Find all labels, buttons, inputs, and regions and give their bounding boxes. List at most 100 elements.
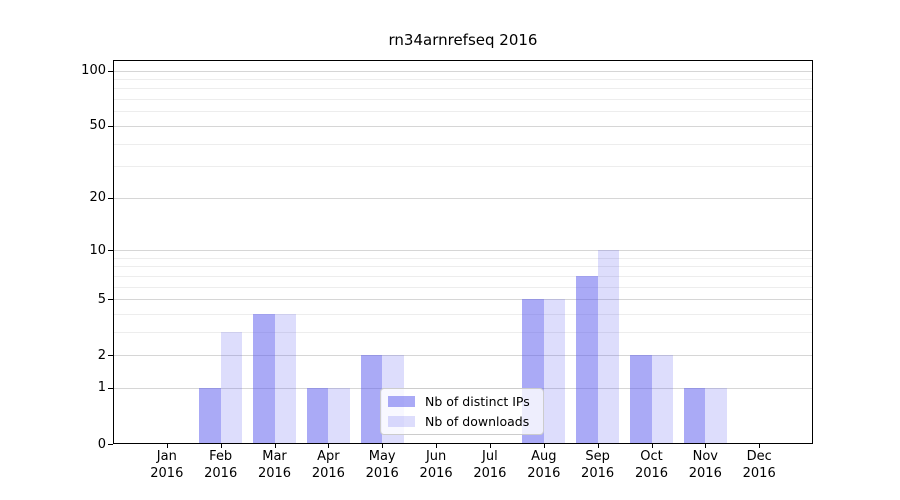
bar-sep-distinct-ips: [576, 275, 598, 444]
x-tick-year: 2016: [311, 465, 345, 481]
x-tick-month: Jan: [156, 449, 177, 464]
y-tick-label-20: 20: [89, 190, 106, 206]
x-tick-year: 2016: [742, 465, 776, 481]
x-tick-year: 2016: [257, 465, 292, 481]
x-tick-year: 2016: [688, 465, 722, 481]
gridline-minor-80: [113, 88, 813, 90]
y-tick-10: [108, 250, 113, 251]
bar-mar-downloads: [274, 313, 296, 444]
gridline-20: [113, 197, 813, 199]
legend-item-downloads: Nb of downloads: [381, 413, 543, 430]
x-tick-year: 2016: [365, 465, 399, 481]
y-tick-label-2: 2: [97, 347, 106, 363]
gridline-minor-60: [113, 111, 813, 113]
x-tick-month: Aug: [531, 449, 557, 464]
x-tick-label-mar: Mar 2016: [245, 449, 305, 482]
bar-apr-distinct-ips: [306, 387, 329, 444]
x-tick-month: Feb: [209, 449, 233, 464]
gridline-minor-40: [113, 143, 813, 145]
x-tick-apr: [328, 444, 330, 448]
legend-item-distinct-ips: Nb of distinct IPs: [381, 393, 543, 410]
x-tick-label-nov: Nov 2016: [675, 449, 735, 482]
y-tick-1: [108, 387, 113, 389]
chart-title: rn34arnrefseq 2016: [388, 31, 538, 49]
x-tick-label-jan: Jan 2016: [137, 449, 197, 482]
x-tick-feb: [220, 444, 222, 448]
bar-aug-downloads: [543, 299, 566, 444]
plot-area: Nb of distinct IPs Nb of downloads: [113, 60, 813, 444]
y-tick-2: [108, 355, 113, 357]
gridline-50: [113, 125, 813, 127]
bar-feb-downloads: [220, 331, 243, 444]
bar-oct-downloads: [651, 355, 673, 444]
x-tick-label-jul: Jul 2016: [460, 449, 520, 482]
y-tick-0: [108, 444, 113, 445]
bar-nov-distinct-ips: [683, 387, 706, 444]
legend-label-distinct-ips: Nb of distinct IPs: [425, 394, 530, 409]
y-tick-label-50: 50: [89, 118, 106, 134]
legend: Nb of distinct IPs Nb of downloads: [380, 388, 544, 435]
x-tick-sep: [597, 444, 599, 448]
bar-mar-distinct-ips: [253, 313, 275, 444]
x-tick-month: Dec: [746, 449, 772, 464]
x-tick-month: Sep: [585, 449, 610, 464]
x-tick-oct: [651, 444, 653, 448]
x-tick-year: 2016: [634, 465, 669, 481]
bar-may-distinct-ips: [360, 355, 383, 444]
bar-apr-downloads: [328, 387, 350, 444]
x-tick-month: Nov: [692, 449, 718, 464]
x-tick-month: Oct: [640, 449, 663, 464]
x-tick-mar: [274, 444, 276, 448]
x-tick-dec: [759, 444, 761, 448]
gridline-2: [113, 355, 813, 357]
x-tick-label-dec: Dec 2016: [729, 449, 789, 482]
gridline-minor-7: [113, 275, 813, 277]
x-tick-aug: [543, 444, 545, 448]
y-tick-label-5: 5: [97, 291, 106, 307]
bar-nov-downloads: [705, 387, 727, 444]
x-tick-label-sep: Sep 2016: [568, 449, 628, 482]
gridline-minor-8: [113, 266, 813, 268]
gridline-10: [113, 250, 813, 251]
gridline-minor-70: [113, 99, 813, 101]
x-tick-month: Mar: [262, 449, 287, 464]
gridline-minor-9: [113, 257, 813, 259]
x-tick-jan: [166, 444, 168, 448]
x-tick-year: 2016: [581, 465, 615, 481]
y-tick-50: [108, 125, 113, 127]
x-tick-jul: [489, 444, 491, 448]
gridline-minor-4: [113, 313, 813, 315]
gridline-minor-6: [113, 286, 813, 288]
x-tick-label-feb: Feb 2016: [191, 449, 251, 482]
x-tick-jun: [436, 444, 438, 448]
gridline-5: [113, 299, 813, 300]
bar-oct-distinct-ips: [630, 355, 652, 444]
bar-feb-distinct-ips: [199, 387, 221, 444]
x-tick-label-apr: Apr 2016: [298, 449, 358, 482]
x-tick-label-may: May 2016: [352, 449, 412, 482]
x-tick-year: 2016: [204, 465, 238, 481]
x-tick-label-aug: Aug 2016: [514, 449, 574, 482]
gridline-minor-3: [113, 331, 813, 333]
y-tick-label-0: 0: [97, 436, 106, 452]
gridline-minor-30: [113, 166, 813, 168]
y-tick-5: [108, 299, 113, 300]
legend-swatch-distinct-ips: [388, 396, 415, 407]
bar-sep-downloads: [597, 250, 620, 444]
x-tick-nov: [705, 444, 707, 448]
x-tick-month: Jul: [482, 449, 498, 464]
gridline-minor-90: [113, 79, 813, 80]
y-tick-label-10: 10: [89, 242, 106, 258]
y-tick-20: [108, 197, 113, 199]
gridline-100: [113, 70, 813, 72]
x-tick-label-jun: Jun 2016: [406, 449, 466, 482]
y-tick-label-1: 1: [97, 380, 106, 396]
x-tick-may: [382, 444, 384, 448]
x-tick-month: Apr: [317, 449, 340, 464]
legend-swatch-downloads: [388, 416, 415, 427]
x-tick-year: 2016: [419, 465, 453, 481]
y-tick-100: [108, 70, 113, 72]
legend-label-downloads: Nb of downloads: [425, 414, 530, 429]
x-tick-year: 2016: [150, 465, 184, 481]
